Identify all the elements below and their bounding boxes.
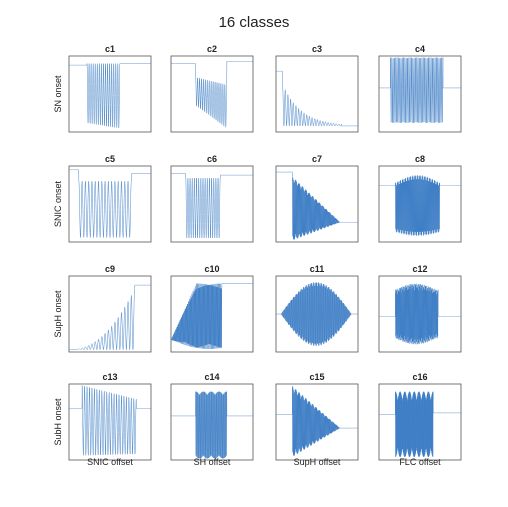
panel-frame-c10 bbox=[170, 275, 254, 353]
panel-frame-c8 bbox=[378, 165, 462, 243]
panel-title-c5: c5 bbox=[105, 154, 115, 164]
panel-c14: c14 bbox=[170, 372, 254, 461]
panel-trace-c15 bbox=[275, 386, 359, 457]
panel-trace-c4 bbox=[378, 57, 462, 124]
panel-trace-c2 bbox=[170, 61, 254, 128]
panel-trace-c14 bbox=[170, 391, 254, 459]
panel-title-c11: c11 bbox=[310, 264, 325, 274]
panel-frame-c2 bbox=[170, 55, 254, 133]
panel-trace-c3 bbox=[275, 70, 359, 127]
panel-frame-c3 bbox=[275, 55, 359, 133]
panel-c13: c13 bbox=[68, 372, 152, 461]
panel-c4: c4 bbox=[378, 44, 462, 133]
panel-title-c8: c8 bbox=[415, 154, 425, 164]
panel-frame-c14 bbox=[170, 383, 254, 461]
row-labels: SN onset SNIC onset SupH onset SubH onset bbox=[53, 75, 63, 446]
panel-frame-c13 bbox=[68, 383, 152, 461]
panel-frame-c4 bbox=[378, 55, 462, 133]
panel-title-c3: c3 bbox=[312, 44, 322, 54]
panel-c16: c16 bbox=[378, 372, 462, 461]
panel-trace-c10 bbox=[170, 283, 254, 350]
col-label-3: SupH offset bbox=[294, 457, 341, 467]
panel-title-c6: c6 bbox=[207, 154, 217, 164]
panel-title-c2: c2 bbox=[207, 44, 217, 54]
panel-title-c1: c1 bbox=[105, 44, 115, 54]
panel-trace-c13 bbox=[68, 385, 152, 456]
panel-trace-c6 bbox=[170, 173, 254, 239]
panel-c1: c1 bbox=[68, 44, 152, 133]
panel-trace-c5 bbox=[68, 169, 152, 238]
panel-trace-c1 bbox=[68, 63, 152, 129]
panel-c7: c7 bbox=[275, 154, 359, 243]
figure-title: 16 classes bbox=[219, 14, 290, 31]
panel-title-c16: c16 bbox=[412, 372, 427, 382]
panel-title-c12: c12 bbox=[412, 264, 427, 274]
panel-trace-c12 bbox=[378, 283, 462, 345]
panel-c15: c15 bbox=[275, 372, 359, 461]
panel-frame-c5 bbox=[68, 165, 152, 243]
panel-trace-c8 bbox=[378, 174, 462, 237]
panel-title-c14: c14 bbox=[204, 372, 219, 382]
col-label-2: SH offset bbox=[194, 457, 231, 467]
panel-frame-c7 bbox=[275, 165, 359, 243]
panel-c6: c6 bbox=[170, 154, 254, 243]
panel-c2: c2 bbox=[170, 44, 254, 133]
row-label-2: SNIC onset bbox=[53, 180, 63, 227]
panel-title-c9: c9 bbox=[105, 264, 115, 274]
panel-title-c13: c13 bbox=[102, 372, 117, 382]
panel-frame-c6 bbox=[170, 165, 254, 243]
panel-grid: c1 c2 c3 c4 c5 c6 c7 c8 c9 c10 c11 c12 c13 c14 c15 c16 bbox=[68, 44, 462, 461]
panel-c3: c3 bbox=[275, 44, 359, 133]
panel-frame-c16 bbox=[378, 383, 462, 461]
col-labels: SNIC offset SH offset SupH offset FLC offse… bbox=[87, 457, 441, 467]
col-label-1: SNIC offset bbox=[87, 457, 133, 467]
panel-trace-c11 bbox=[275, 281, 359, 346]
panel-frame-c12 bbox=[378, 275, 462, 353]
row-label-1: SN onset bbox=[53, 75, 63, 113]
panel-title-c7: c7 bbox=[312, 154, 322, 164]
panel-c12: c12 bbox=[378, 264, 462, 353]
panel-title-c10: c10 bbox=[204, 264, 219, 274]
panel-title-c4: c4 bbox=[415, 44, 425, 54]
panel-trace-c16 bbox=[378, 391, 462, 458]
panel-frame-c9 bbox=[68, 275, 152, 353]
row-label-4: SubH onset bbox=[53, 398, 63, 446]
row-label-3: SupH onset bbox=[53, 290, 63, 338]
panel-c9: c9 bbox=[68, 264, 152, 353]
col-label-4: FLC offset bbox=[399, 457, 441, 467]
panel-c8: c8 bbox=[378, 154, 462, 243]
panel-trace-c9 bbox=[68, 284, 152, 350]
panel-trace-c7 bbox=[275, 171, 359, 240]
panel-c10: c10 bbox=[170, 264, 254, 353]
panel-c5: c5 bbox=[68, 154, 152, 243]
panel-frame-c1 bbox=[68, 55, 152, 133]
panel-frame-c15 bbox=[275, 383, 359, 461]
panel-c11: c11 bbox=[275, 264, 359, 353]
panel-title-c15: c15 bbox=[309, 372, 324, 382]
